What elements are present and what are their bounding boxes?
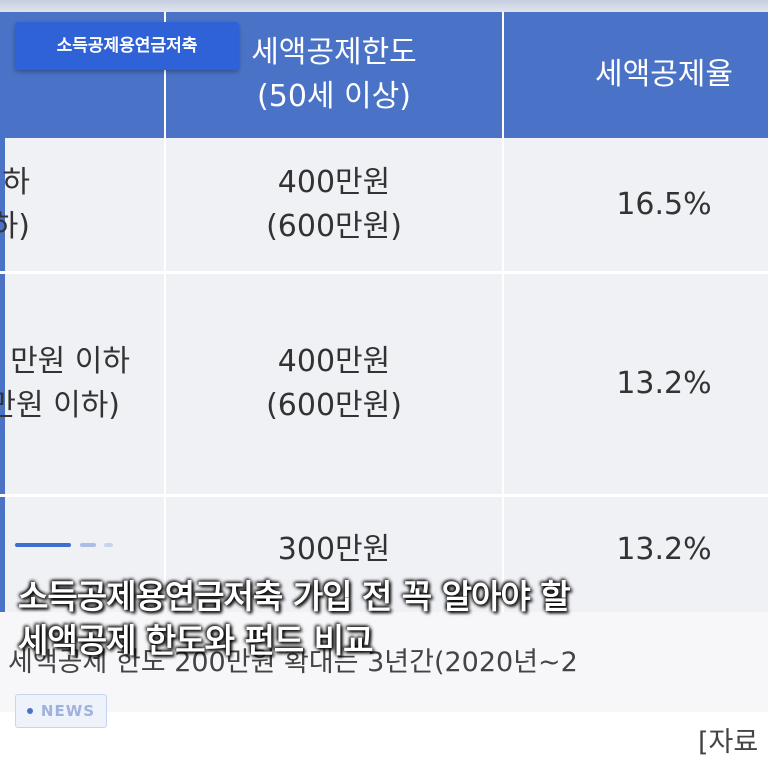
text: 13.2% (616, 366, 712, 401)
cell: 300만원 (166, 528, 502, 572)
text: 13.2% (616, 532, 712, 567)
headline-line: 세액공제 한도와 펀드 비교 (18, 621, 373, 660)
text: 세액공제율 (595, 57, 733, 92)
table: 세액공제한도 (50세 이상) 세액공제율 하 하) 400만원 (600만원)… (0, 12, 768, 712)
text: (600만원) (266, 208, 402, 244)
left-edge (0, 138, 5, 618)
row-divider (0, 494, 768, 497)
slider-dot (80, 543, 96, 547)
slider-dot-active (15, 543, 71, 547)
text: 세액공제한도 (251, 35, 417, 70)
cell: 13.2% (504, 528, 768, 572)
column-divider (502, 12, 504, 612)
cell: 만원 이하 만원 이하) (0, 274, 130, 494)
cell: 400만원 (600만원) (166, 138, 502, 271)
cell: 16.5% (504, 138, 768, 271)
cell: 하 하) (0, 138, 30, 271)
text: 하 (2, 164, 30, 200)
text: 300만원 (277, 532, 391, 567)
footnote-bg (0, 612, 768, 712)
text: 400만원 (277, 344, 391, 379)
cell: 400만원 (600만원) (166, 274, 502, 494)
text: 만원 이하) (0, 388, 120, 423)
tag-text: NEWS (40, 702, 96, 720)
header-cell: 세액공제율 (504, 12, 768, 138)
header-cell: 세액공제한도 (50세 이상) (166, 12, 502, 138)
cell: 13.2% (504, 274, 768, 494)
row-divider (0, 271, 768, 274)
footnote: 세액공제 한도 200만원 확대는 3년간(2020년~2 (8, 647, 578, 678)
source: [자료 (698, 727, 759, 758)
text: 400만원 (277, 164, 391, 200)
text: (600만원) (266, 388, 402, 423)
tag-dot (26, 708, 33, 714)
badge: 소득공제용연금저축 (15, 22, 239, 70)
text: (50세 이상) (257, 79, 411, 114)
headline-line: 소득공제용연금저축 가입 전 꼭 알아야 할 (18, 577, 571, 616)
text: 하) (0, 208, 30, 244)
text: 16.5% (616, 186, 712, 222)
column-divider (164, 12, 166, 612)
news-tag: NEWS (15, 694, 107, 728)
slider-dot (104, 543, 113, 547)
text: 만원 이하 (10, 344, 130, 379)
top-strip (0, 0, 768, 12)
